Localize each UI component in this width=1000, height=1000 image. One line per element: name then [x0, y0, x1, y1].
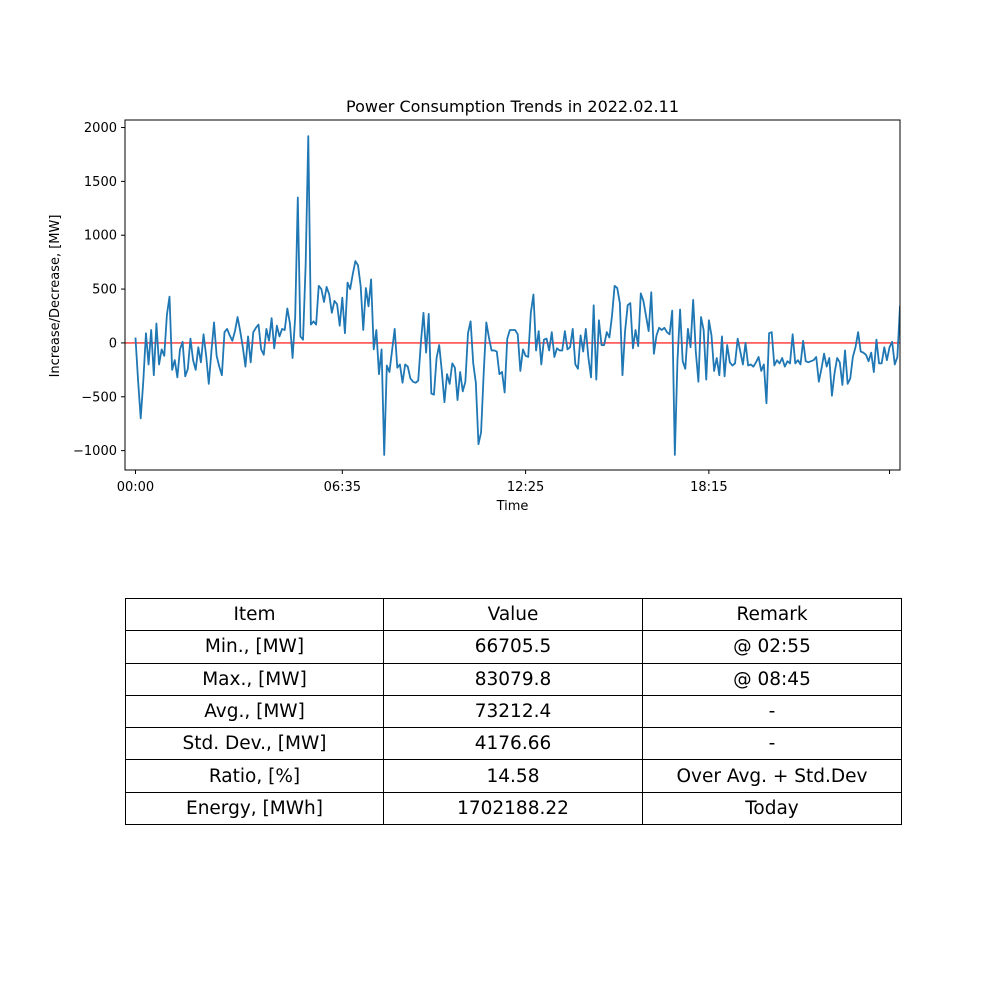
row-value: 4176.66	[383, 727, 643, 761]
row-value: 66705.5	[383, 630, 643, 664]
header-remark: Remark	[642, 597, 902, 632]
row-remark: Today	[642, 791, 902, 826]
plot-frame	[124, 119, 901, 471]
y-tick-label: 2000	[84, 121, 117, 136]
row-remark: -	[642, 694, 902, 729]
x-tick-label: 12:25	[507, 480, 544, 495]
row-remark: Over Avg. + Std.Dev	[642, 759, 902, 793]
y-axis-label: Increase/Decrease, [MW]	[48, 215, 63, 378]
row-item: Energy, [MWh]	[125, 791, 384, 826]
table-row: Std. Dev., [MW] 4176.66 -	[125, 727, 902, 761]
row-item: Min., [MW]	[125, 630, 384, 664]
table-row: Ratio, [%] 14.58 Over Avg. + Std.Dev	[125, 759, 902, 793]
y-tick-label: 1000	[84, 229, 117, 244]
x-axis-label: Time	[496, 499, 529, 514]
row-value: 73212.4	[383, 694, 643, 729]
table-row: Avg., [MW] 73212.4 -	[125, 694, 902, 729]
power-chart: Power Consumption Trends in 2022.02.11 −…	[48, 97, 901, 514]
row-value: 14.58	[383, 759, 643, 793]
y-tick-label: 0	[109, 336, 117, 351]
row-remark: @ 02:55	[642, 630, 902, 664]
y-tick-label: 1500	[84, 175, 117, 190]
row-item: Avg., [MW]	[125, 694, 384, 729]
y-axis-ticks: −1000 −500 0 500 1000 1500 2000	[73, 121, 125, 459]
table-row: Min., [MW] 66705.5 @ 02:55	[125, 630, 902, 664]
chart-title: Power Consumption Trends in 2022.02.11	[346, 97, 679, 116]
x-tick-label: 18:15	[690, 480, 727, 495]
table-row: Max., [MW] 83079.8 @ 08:45	[125, 662, 902, 696]
row-remark: -	[642, 727, 902, 761]
header-value: Value	[383, 597, 643, 632]
table-row: Energy, [MWh] 1702188.22 Today	[125, 791, 902, 826]
series-line	[134, 135, 900, 456]
row-value: 1702188.22	[383, 791, 643, 826]
y-tick-label: −500	[81, 390, 117, 405]
row-item: Std. Dev., [MW]	[125, 727, 384, 761]
x-axis-ticks: 00:00 06:35 12:25 18:15	[117, 470, 891, 495]
row-item: Ratio, [%]	[125, 759, 384, 793]
x-tick-label: 00:00	[117, 480, 154, 495]
header-item: Item	[125, 597, 384, 632]
y-tick-label: 500	[92, 283, 117, 298]
statistics-table: Item Value Remark Min., [MW] 66705.5 @ 0…	[125, 597, 902, 826]
table-header-row: Item Value Remark	[125, 597, 902, 632]
row-remark: @ 08:45	[642, 662, 902, 696]
row-item: Max., [MW]	[125, 662, 384, 696]
x-tick-label: 06:35	[324, 480, 361, 495]
row-value: 83079.8	[383, 662, 643, 696]
y-tick-label: −1000	[73, 444, 117, 459]
